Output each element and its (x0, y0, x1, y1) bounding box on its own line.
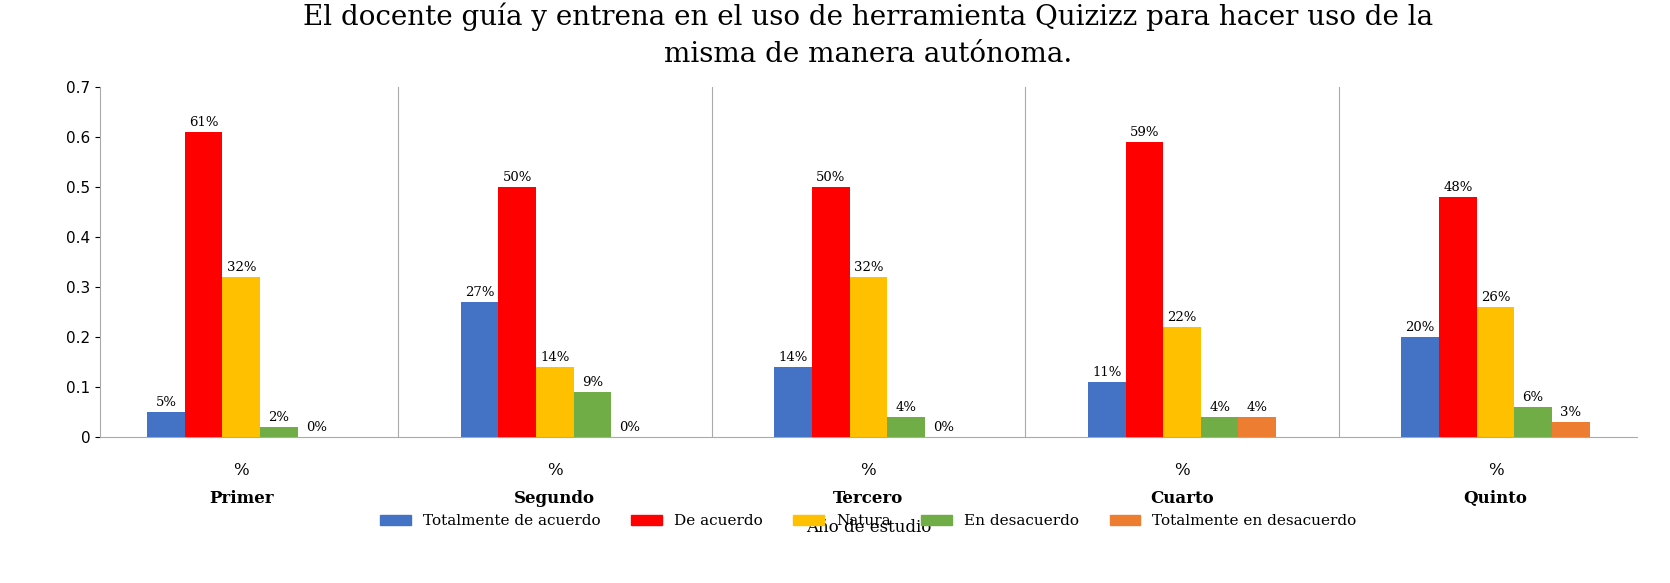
Text: 14%: 14% (778, 351, 808, 364)
Bar (498, 187, 536, 437)
X-axis label: Año de estudio: Año de estudio (805, 518, 932, 536)
Text: 9%: 9% (581, 376, 603, 389)
Bar (261, 427, 297, 437)
Text: Tercero: Tercero (833, 490, 903, 507)
Text: 0%: 0% (934, 421, 954, 434)
Bar (147, 412, 185, 437)
Bar (461, 303, 498, 437)
Text: 27%: 27% (464, 286, 494, 299)
Text: 20%: 20% (1406, 321, 1435, 334)
Text: %: % (548, 462, 563, 479)
Text: 0%: 0% (620, 421, 641, 434)
Text: 32%: 32% (853, 261, 883, 274)
Bar (1515, 408, 1551, 437)
Text: 6%: 6% (1523, 391, 1543, 404)
Text: 5%: 5% (155, 396, 177, 409)
Text: 14%: 14% (539, 351, 569, 364)
Text: Cuarto: Cuarto (1151, 490, 1214, 507)
Bar (1087, 382, 1126, 437)
Bar (1201, 417, 1239, 437)
Bar (185, 132, 222, 437)
Bar (1440, 198, 1476, 437)
Bar (1476, 307, 1515, 437)
Text: 0%: 0% (306, 421, 327, 434)
Text: 4%: 4% (1247, 401, 1268, 414)
Text: 61%: 61% (189, 116, 219, 129)
Text: Quinto: Quinto (1463, 490, 1528, 507)
Bar (775, 367, 812, 437)
Text: 26%: 26% (1481, 291, 1510, 304)
Bar (1162, 327, 1201, 437)
Bar (1239, 417, 1276, 437)
Text: 4%: 4% (895, 401, 917, 414)
Bar (1551, 422, 1590, 437)
Text: %: % (234, 462, 249, 479)
Text: 48%: 48% (1443, 181, 1473, 194)
Bar (850, 278, 887, 437)
Bar (887, 417, 925, 437)
Bar (536, 367, 574, 437)
Text: 11%: 11% (1092, 366, 1121, 379)
Text: %: % (860, 462, 877, 479)
Legend: Totalmente de acuerdo, De acuerdo, Natura, En desacuerdo, Totalmente en desacuer: Totalmente de acuerdo, De acuerdo, Natur… (374, 508, 1363, 535)
Text: %: % (1174, 462, 1189, 479)
Bar (1401, 338, 1440, 437)
Bar (222, 278, 261, 437)
Text: 4%: 4% (1209, 401, 1231, 414)
Text: %: % (1488, 462, 1503, 479)
Text: 22%: 22% (1167, 311, 1197, 324)
Bar (574, 392, 611, 437)
Bar (812, 187, 850, 437)
Text: 59%: 59% (1129, 126, 1159, 139)
Text: 2%: 2% (269, 411, 289, 424)
Text: 50%: 50% (503, 171, 533, 184)
Text: Segundo: Segundo (514, 490, 595, 507)
Text: Primer: Primer (209, 490, 274, 507)
Text: 50%: 50% (817, 171, 845, 184)
Title: El docente guía y entrena en el uso de herramienta Quizizz para hacer uso de la
: El docente guía y entrena en el uso de h… (304, 2, 1433, 68)
Text: 3%: 3% (1560, 406, 1581, 419)
Bar (1126, 142, 1162, 437)
Text: 32%: 32% (227, 261, 256, 274)
